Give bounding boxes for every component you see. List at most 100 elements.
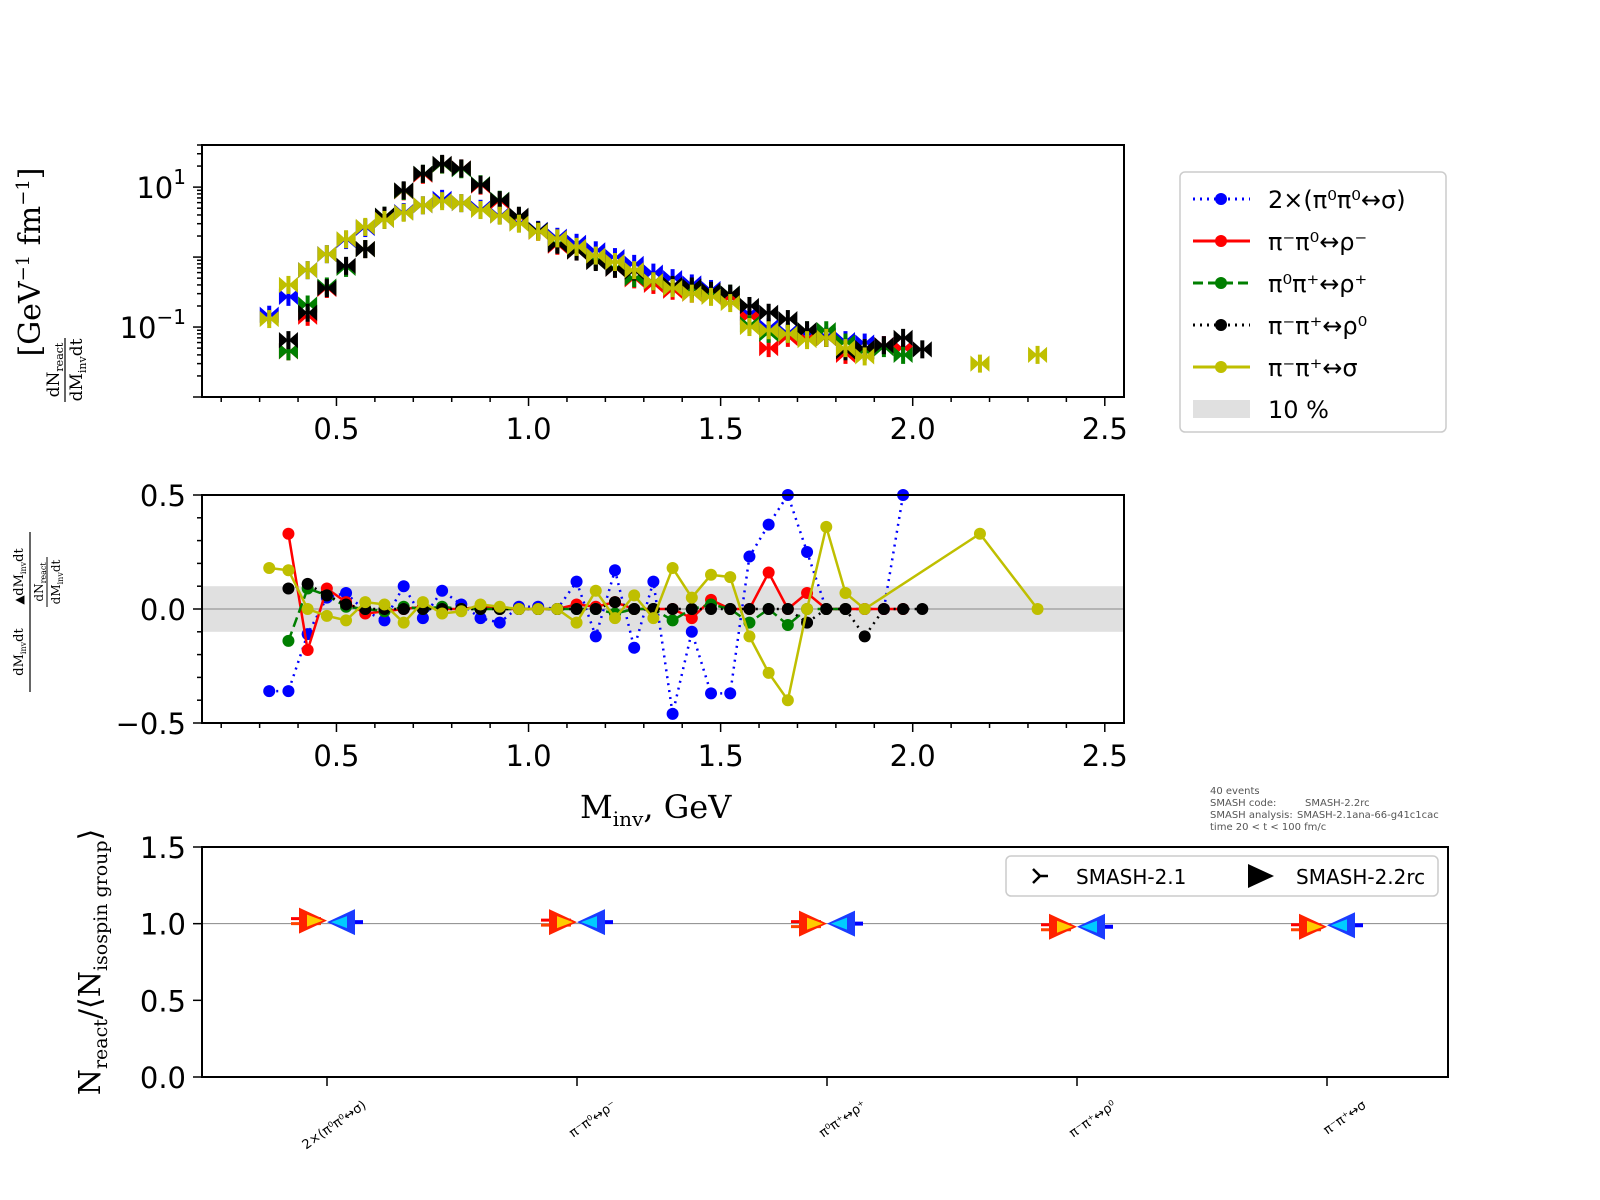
middle-point bbox=[301, 644, 314, 657]
run-info: 40 events SMASH code: SMASH-2.2rc SMASH … bbox=[1210, 786, 1439, 833]
middle-x-axis-label: Minv, GeV bbox=[580, 788, 732, 831]
top-point bbox=[278, 343, 298, 360]
middle-point bbox=[724, 687, 737, 700]
top-point bbox=[893, 346, 913, 363]
legend-marker-swatch bbox=[1215, 361, 1227, 373]
bottom-plot-frame bbox=[201, 846, 1449, 1078]
top-legend-entry: π⁻π⁰↔ρ⁻ bbox=[1193, 228, 1367, 256]
top-point bbox=[298, 296, 318, 313]
top-point bbox=[720, 285, 740, 302]
top-legend-entry: 2×(π⁰π⁰↔σ) bbox=[1193, 186, 1406, 214]
middle-point bbox=[685, 625, 698, 638]
middle-point bbox=[589, 630, 602, 643]
top-point bbox=[605, 253, 625, 271]
top-x-tick-label: 1.0 bbox=[505, 412, 551, 446]
middle-point bbox=[781, 694, 794, 707]
middle-point bbox=[647, 575, 660, 588]
top-plot-frame bbox=[201, 144, 1125, 398]
middle-point bbox=[320, 589, 333, 602]
top-point bbox=[394, 182, 414, 199]
middle-point bbox=[685, 603, 698, 615]
middle-series bbox=[263, 520, 1044, 707]
bottom-point-smash22-inner bbox=[831, 917, 847, 930]
bottom-category-label: π⁻π⁺↔σ bbox=[1321, 1098, 1369, 1138]
middle-point bbox=[436, 607, 449, 620]
middle-point bbox=[301, 603, 314, 615]
top-point bbox=[336, 257, 356, 274]
bottom-category-marks bbox=[1291, 912, 1363, 940]
middle-point bbox=[781, 603, 794, 615]
top-legend-entry: π⁰π⁺↔ρ⁺ bbox=[1193, 270, 1367, 298]
bottom-legend-box bbox=[1005, 855, 1439, 897]
middle-point bbox=[743, 603, 756, 615]
middle-point bbox=[320, 609, 333, 622]
middle-point bbox=[801, 546, 814, 558]
top-point bbox=[586, 247, 606, 264]
top-point bbox=[778, 310, 798, 328]
top-point bbox=[739, 297, 759, 315]
middle-point bbox=[647, 612, 660, 625]
middle-data-marks bbox=[263, 489, 1044, 720]
top-point bbox=[1028, 346, 1048, 363]
top-point bbox=[855, 348, 875, 365]
top-point bbox=[912, 341, 932, 358]
top-point bbox=[355, 218, 375, 236]
legend-band-swatch bbox=[1193, 400, 1250, 418]
top-data-marks bbox=[259, 154, 1048, 373]
top-point bbox=[278, 276, 298, 294]
middle-panel: 0.5 1.0 1.5 2.0 2.5 0.5 0.0 −0.5 Minv, GeV dMi… bbox=[12, 479, 1128, 831]
middle-point bbox=[608, 596, 621, 609]
middle-point bbox=[801, 603, 814, 615]
middle-point bbox=[628, 603, 641, 615]
top-y-ticks: 101 10−1 bbox=[120, 144, 202, 398]
svg-text:Nreact/⟨Nisospin group⟩: Nreact/⟨Nisospin group⟩ bbox=[73, 829, 112, 1096]
middle-point bbox=[493, 616, 506, 629]
top-point bbox=[643, 264, 663, 281]
middle-point bbox=[416, 596, 429, 609]
middle-point bbox=[762, 566, 775, 579]
svg-text:dMinvdt: dMinvdt bbox=[12, 548, 28, 596]
middle-point bbox=[493, 600, 506, 613]
top-legend-label: π⁰π⁺↔ρ⁺ bbox=[1268, 270, 1367, 298]
top-point bbox=[394, 204, 414, 221]
top-point bbox=[509, 215, 529, 232]
bottom-y-tick-label: 0.0 bbox=[140, 1061, 186, 1095]
top-point bbox=[336, 231, 356, 248]
top-series bbox=[259, 192, 1048, 373]
top-point bbox=[471, 201, 491, 219]
middle-point bbox=[628, 589, 641, 602]
top-legend-entry: π⁻π⁺↔σ bbox=[1193, 354, 1358, 382]
middle-point bbox=[378, 614, 391, 627]
middle-point bbox=[397, 603, 410, 615]
middle-point bbox=[608, 564, 621, 577]
top-point bbox=[893, 329, 913, 346]
legend-marker-swatch bbox=[1215, 277, 1227, 289]
top-legend-label: 2×(π⁰π⁰↔σ) bbox=[1268, 186, 1406, 214]
info-events: 40 events bbox=[1210, 786, 1260, 797]
bottom-y-axis-label: Nreact/⟨Nisospin group⟩ bbox=[73, 829, 112, 1096]
top-point bbox=[739, 318, 759, 336]
middle-point bbox=[301, 577, 314, 590]
bottom-point-smash21-inner bbox=[1057, 920, 1073, 933]
middle-point bbox=[820, 520, 833, 533]
bottom-y-ticks: 1.5 1.0 0.5 0.0 bbox=[140, 831, 202, 1095]
top-point bbox=[682, 285, 702, 302]
svg-text:[GeV−1 fm−1]: [GeV−1 fm−1] bbox=[13, 168, 48, 357]
top-legend-label: 10 % bbox=[1268, 396, 1329, 424]
middle-point bbox=[858, 603, 871, 615]
middle-point bbox=[724, 571, 737, 584]
top-point bbox=[874, 337, 894, 354]
top-point bbox=[317, 246, 337, 263]
bottom-category-marks bbox=[1041, 913, 1113, 940]
middle-point bbox=[1031, 603, 1044, 615]
bottom-category-label: 2×(π⁰π⁰↔σ) bbox=[300, 1098, 370, 1153]
middle-x-ticks: 0.5 1.0 1.5 2.0 2.5 bbox=[220, 723, 1128, 773]
middle-point bbox=[897, 603, 910, 615]
bottom-legend-label: SMASH-2.2rc bbox=[1296, 865, 1425, 889]
top-point bbox=[643, 273, 663, 290]
top-point bbox=[759, 322, 779, 339]
top-legend-entry: 10 % bbox=[1193, 396, 1329, 424]
top-point bbox=[374, 211, 394, 228]
middle-point bbox=[455, 605, 468, 618]
